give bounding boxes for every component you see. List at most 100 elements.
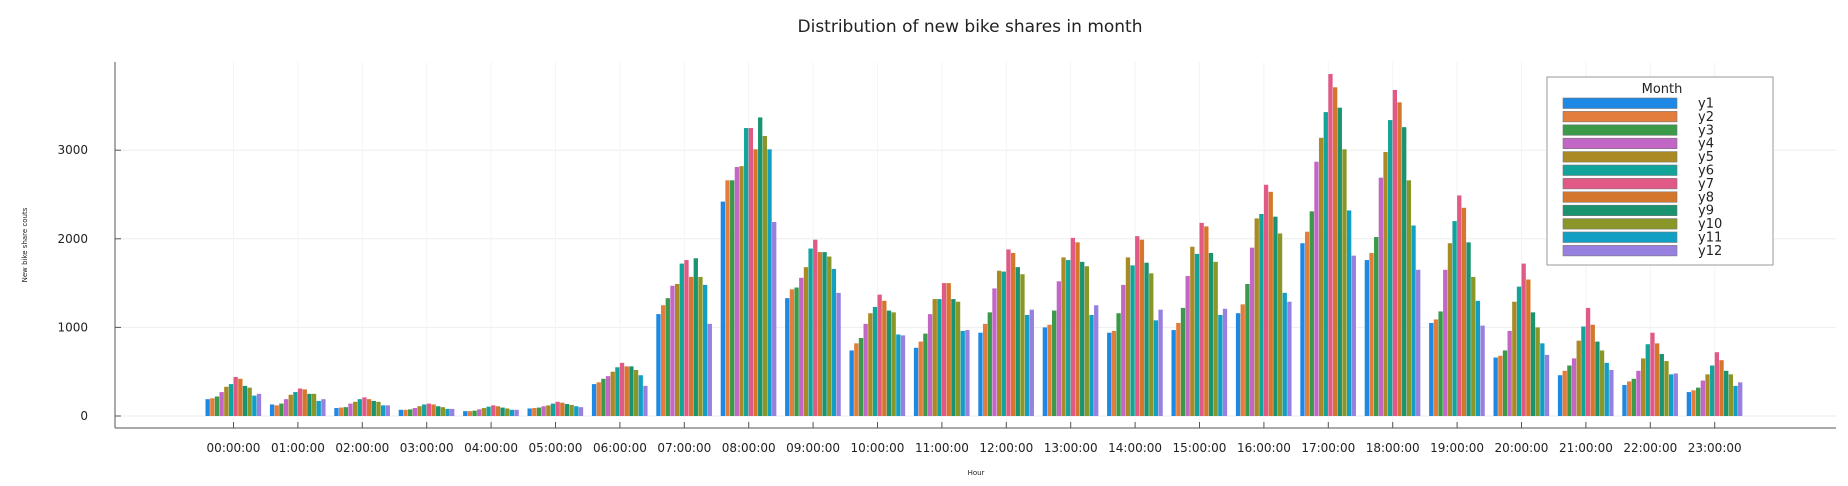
bar-y5 xyxy=(352,401,358,416)
bar-y1 xyxy=(1042,327,1048,416)
x-axis-label: Hour xyxy=(968,469,985,477)
bar-y1 xyxy=(334,408,339,416)
x-tick-label: 10:00:00 xyxy=(851,441,905,455)
x-tick-label: 03:00:00 xyxy=(400,441,454,455)
bar-y11 xyxy=(445,408,450,416)
bar-y11 xyxy=(896,334,901,416)
bar-y5 xyxy=(417,406,422,416)
bar-y6 xyxy=(1001,271,1006,416)
bar-y1 xyxy=(463,411,468,416)
bar-y4 xyxy=(734,167,740,416)
bar-y12 xyxy=(643,385,648,416)
bar-y1 xyxy=(527,408,532,416)
legend-swatch-y5 xyxy=(1562,151,1678,163)
bar-y12 xyxy=(1094,305,1099,416)
bar-y4 xyxy=(541,406,546,416)
bar-y2 xyxy=(725,180,730,416)
bar-y10 xyxy=(1342,149,1347,416)
bar-y12 xyxy=(1544,354,1550,416)
legend-label-y11: y11 xyxy=(1698,231,1722,246)
bar-y10 xyxy=(891,312,896,416)
legend-swatch-y10 xyxy=(1562,218,1678,230)
bar-y8 xyxy=(1268,191,1273,416)
bar-y9 xyxy=(242,385,248,416)
bar-y11 xyxy=(1024,315,1030,416)
bar-y6 xyxy=(1388,120,1393,416)
bar-y2 xyxy=(660,305,666,416)
x-tick-label: 18:00:00 xyxy=(1366,441,1420,455)
bar-y9 xyxy=(1724,370,1729,416)
x-tick-label: 17:00:00 xyxy=(1301,441,1355,455)
x-tick-label: 23:00:00 xyxy=(1688,441,1742,455)
bar-y10 xyxy=(1084,266,1090,416)
bar-y8 xyxy=(1139,239,1145,416)
x-tick-label: 11:00:00 xyxy=(915,441,969,455)
bar-y8 xyxy=(302,389,307,416)
bar-y10 xyxy=(1149,273,1154,416)
bar-y6 xyxy=(1581,326,1586,416)
bar-y6 xyxy=(615,367,620,416)
bar-y4 xyxy=(1571,358,1577,416)
bar-y1 xyxy=(205,399,210,416)
bar-y12 xyxy=(900,335,906,416)
bar-y12 xyxy=(321,399,326,416)
x-tick-label: 15:00:00 xyxy=(1173,441,1227,455)
bar-y3 xyxy=(1696,387,1701,416)
bar-y9 xyxy=(1015,267,1020,416)
bar-y1 xyxy=(1557,375,1563,416)
legend-swatch-y4 xyxy=(1562,137,1678,149)
bar-y12 xyxy=(256,393,262,416)
bar-y9 xyxy=(1337,107,1342,417)
bar-y9 xyxy=(1273,216,1278,416)
x-tick-label: 08:00:00 xyxy=(722,441,776,455)
bar-y3 xyxy=(343,407,348,416)
legend-label-y5: y5 xyxy=(1698,150,1714,165)
bar-y10 xyxy=(1213,261,1218,416)
bar-y3 xyxy=(858,338,864,416)
bar-y3 xyxy=(1438,311,1443,416)
bar-y11 xyxy=(380,405,386,416)
bar-y10 xyxy=(311,393,317,416)
bar-y8 xyxy=(1526,279,1531,416)
legend-label-y8: y8 xyxy=(1698,190,1714,205)
bar-y10 xyxy=(1535,327,1540,416)
bar-y4 xyxy=(799,277,804,416)
bar-y5 xyxy=(1125,257,1131,416)
x-tick-label: 12:00:00 xyxy=(979,441,1033,455)
bar-y8 xyxy=(366,399,372,416)
bar-y2 xyxy=(854,343,859,416)
x-tick-label: 06:00:00 xyxy=(593,441,647,455)
bar-y12 xyxy=(1351,255,1356,416)
bar-y3 xyxy=(408,409,413,416)
bar-y12 xyxy=(1480,325,1485,416)
bar-y9 xyxy=(436,406,441,416)
bar-y6 xyxy=(486,406,491,416)
bar-y9 xyxy=(1659,353,1664,416)
bar-y4 xyxy=(1056,281,1062,416)
bar-y4 xyxy=(412,408,418,416)
bar-y1 xyxy=(849,350,854,416)
bar-y6 xyxy=(1516,286,1522,416)
legend-swatch-y9 xyxy=(1562,204,1678,216)
y-tick-label: 1000 xyxy=(57,320,88,334)
legend-swatch-y7 xyxy=(1562,178,1678,190)
x-tick-label: 22:00:00 xyxy=(1623,441,1677,455)
bar-y6 xyxy=(357,399,362,416)
bar-y5 xyxy=(1576,340,1581,416)
bar-y9 xyxy=(1466,242,1471,416)
bar-y6 xyxy=(293,392,298,416)
bar-y3 xyxy=(665,298,670,416)
bar-y11 xyxy=(767,149,772,416)
bar-y7 xyxy=(1328,74,1333,416)
bar-y10 xyxy=(827,256,832,416)
bar-y4 xyxy=(1636,370,1641,416)
bar-y5 xyxy=(1383,151,1388,416)
bar-y11 xyxy=(831,268,837,416)
bar-y4 xyxy=(992,288,997,416)
bar-y2 xyxy=(467,411,473,416)
x-tick-label: 20:00:00 xyxy=(1495,441,1549,455)
bar-y6 xyxy=(228,384,234,416)
bar-y4 xyxy=(1507,330,1512,416)
bar-y12 xyxy=(385,405,390,416)
